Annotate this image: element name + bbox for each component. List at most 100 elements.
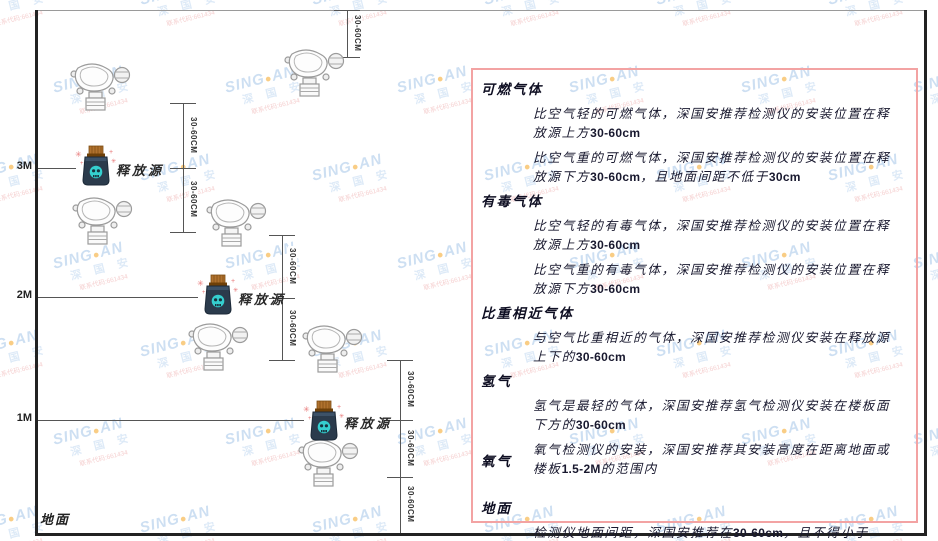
sparkle-icon: ✳	[233, 287, 238, 294]
dimension-tick	[269, 360, 295, 361]
left-wall-line	[35, 10, 38, 536]
watermark-code: 联系代码:661434	[681, 9, 732, 28]
gas-detector	[186, 320, 252, 377]
gas-detector-icon	[302, 325, 363, 373]
section-paragraph: 检测仪地面间距，深国安推荐在30-60cm，且不得小于30cm，因为过低容易水溅…	[533, 526, 869, 540]
watermark-code: 联系代码:661434	[0, 9, 44, 28]
watermark-code: 联系代码:661434	[0, 185, 44, 204]
dimension-tick	[170, 103, 196, 104]
height-label: 2M	[16, 289, 32, 301]
gas-detector	[296, 436, 362, 493]
ceiling-line	[35, 10, 927, 11]
ground-label: 地面	[40, 512, 71, 527]
watermark-cn: 深 国 安	[328, 519, 394, 541]
watermark-dot-icon: ●	[350, 160, 361, 174]
release-source: ✳ + ✳ +	[302, 400, 346, 449]
gas-detector	[282, 46, 348, 103]
watermark-code: 联系代码:661434	[78, 449, 129, 468]
watermark-brand: SING●AN	[138, 0, 218, 9]
panel-section: 地面检测仪地面间距，深国安推荐在30-60cm，且不得小于30cm，因为过低容易…	[481, 499, 904, 541]
gas-detector-icon	[188, 323, 249, 371]
watermark-cn: 深 国 安	[929, 432, 938, 459]
watermark-dot-icon: ●	[263, 424, 274, 438]
gas-detector-icon	[298, 439, 359, 487]
watermark-dot-icon: ●	[91, 424, 102, 438]
section-paragraph: 氢气是最轻的气体，深国安推荐氢气检测仪安装在楼板面下方的30-60cm	[533, 399, 891, 432]
dimension-label: 30-60CM	[288, 245, 297, 286]
watermark-cn: 深 国 安	[156, 519, 222, 541]
watermark-brand: SING●AN	[0, 0, 46, 9]
sparkle-icon: +	[231, 278, 235, 285]
height-level-line	[38, 297, 198, 298]
watermark-dot-icon: ●	[435, 72, 446, 86]
dimension-label: 30-60CM	[353, 12, 362, 53]
dimension-tick	[387, 360, 413, 361]
watermark-brand: SING●AN	[395, 62, 470, 97]
gas-detector-icon	[284, 49, 345, 97]
panel-section: 可燃气体 比空气轻的可燃气体，深国安推荐检测仪的安装位置在释放源上方30-60cm…	[481, 80, 904, 187]
sparkle-icon: +	[308, 416, 312, 422]
section-paragraph: 比空气轻的可燃气体，深国安推荐检测仪的安装位置在释放源上方30-60cm	[533, 107, 891, 140]
dimension-tick	[334, 57, 360, 58]
panel-section: 氧气 氧气检测仪的安装，深国安推荐其安装高度在距离地面或楼板1.5-2M的范围内	[481, 441, 904, 479]
section-heading: 有毒气体	[481, 194, 543, 209]
watermark-dot-icon: ●	[6, 336, 17, 350]
watermark-brand: SING●AN	[310, 0, 390, 9]
watermark-brand: SING●AN	[223, 414, 298, 449]
watermark-dot-icon: ●	[263, 72, 274, 86]
dimension-tick	[269, 235, 295, 236]
dimension-chain-line	[400, 360, 401, 533]
section-paragraph: 比空气重的可燃气体，深国安推荐检测仪的安装位置在释放源下方30-60cm，且地面…	[533, 151, 891, 184]
section-heading: 比重相近气体	[481, 306, 574, 321]
gas-detector-icon	[72, 197, 133, 245]
watermark-code: 联系代码:661434	[0, 361, 44, 380]
release-source-icon: ✳ + ✳ +	[75, 145, 116, 186]
watermark-cn: 深 国 安	[69, 431, 135, 459]
watermark-brand: SING●AN	[826, 0, 906, 9]
section-paragraph: 比空气轻的有毒气体，深国安推荐检测仪的安装位置在释放源上方30-60cm	[533, 219, 891, 252]
gas-detector	[204, 196, 270, 253]
watermark-brand: SING●AN	[482, 0, 562, 9]
watermark-brand: SING●AN	[395, 238, 470, 273]
dimension-tick	[387, 420, 413, 421]
gas-detector-icon	[206, 199, 267, 247]
dimension-tick	[170, 232, 196, 233]
watermark-cn: 深 国 安	[413, 255, 479, 283]
section-heading: 地面	[481, 501, 512, 516]
watermark-brand: SING●AN	[51, 414, 126, 449]
right-wall-line	[924, 10, 927, 536]
release-source: ✳ + ✳ +	[74, 145, 118, 194]
sparkle-icon: +	[202, 290, 206, 296]
dimension-chain-line	[347, 10, 348, 57]
watermark-code: 联系代码:661434	[78, 273, 129, 292]
sparkle-icon: ✳	[303, 405, 310, 414]
section-paragraph: 比空气重的有毒气体，深国安推荐检测仪的安装位置在释放源下方30-60cm	[533, 263, 891, 296]
sparkle-icon: ✳	[75, 150, 82, 159]
dimension-label: 30-60CM	[288, 308, 297, 349]
dimension-tick	[269, 298, 295, 299]
dimension-label: 30-60CM	[189, 114, 198, 155]
watermark-brand: SING●AN	[310, 502, 385, 537]
watermark-cn: 深 国 安	[929, 80, 938, 107]
section-heading: 氧气	[481, 454, 512, 469]
sparkle-icon: +	[109, 149, 113, 156]
dimension-tick	[170, 168, 196, 169]
sparkle-icon: ✳	[197, 279, 204, 288]
watermark-code: 联系代码:661434	[337, 185, 388, 204]
watermark-brand: SING●AN	[138, 502, 213, 537]
watermark-dot-icon: ●	[6, 512, 17, 526]
watermark-cn: 深 国 安	[929, 256, 938, 283]
dimension-chain-line	[282, 235, 283, 360]
gas-detector	[300, 322, 366, 379]
sparkle-icon: +	[337, 404, 341, 411]
dimension-label: 30-60CM	[406, 484, 415, 525]
dimension-tick	[387, 477, 413, 478]
